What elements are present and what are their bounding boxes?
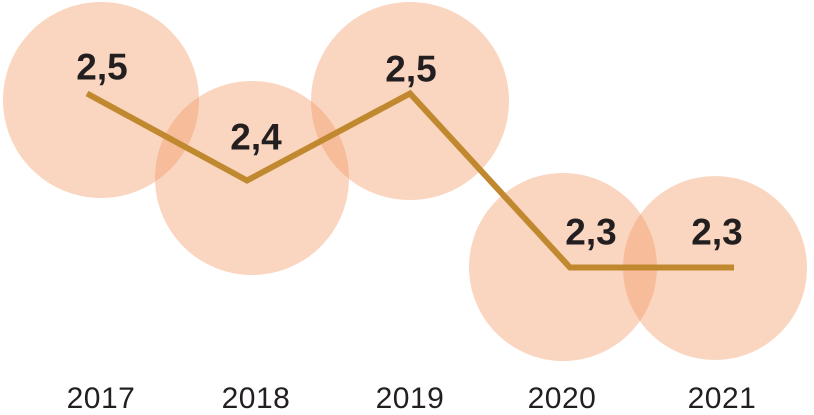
bubble-marker-2020: [469, 173, 657, 361]
trend-line: [85, 89, 734, 271]
